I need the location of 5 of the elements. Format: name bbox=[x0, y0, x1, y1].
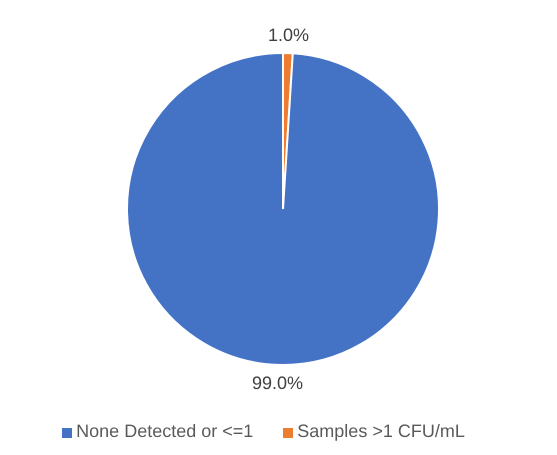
pie-slice bbox=[126, 52, 440, 366]
legend-label: None Detected or <=1 bbox=[76, 421, 254, 441]
data-label: 1.0% bbox=[268, 25, 309, 46]
legend-label: Samples >1 CFU/mL bbox=[297, 421, 465, 441]
data-label: 99.0% bbox=[252, 372, 304, 393]
